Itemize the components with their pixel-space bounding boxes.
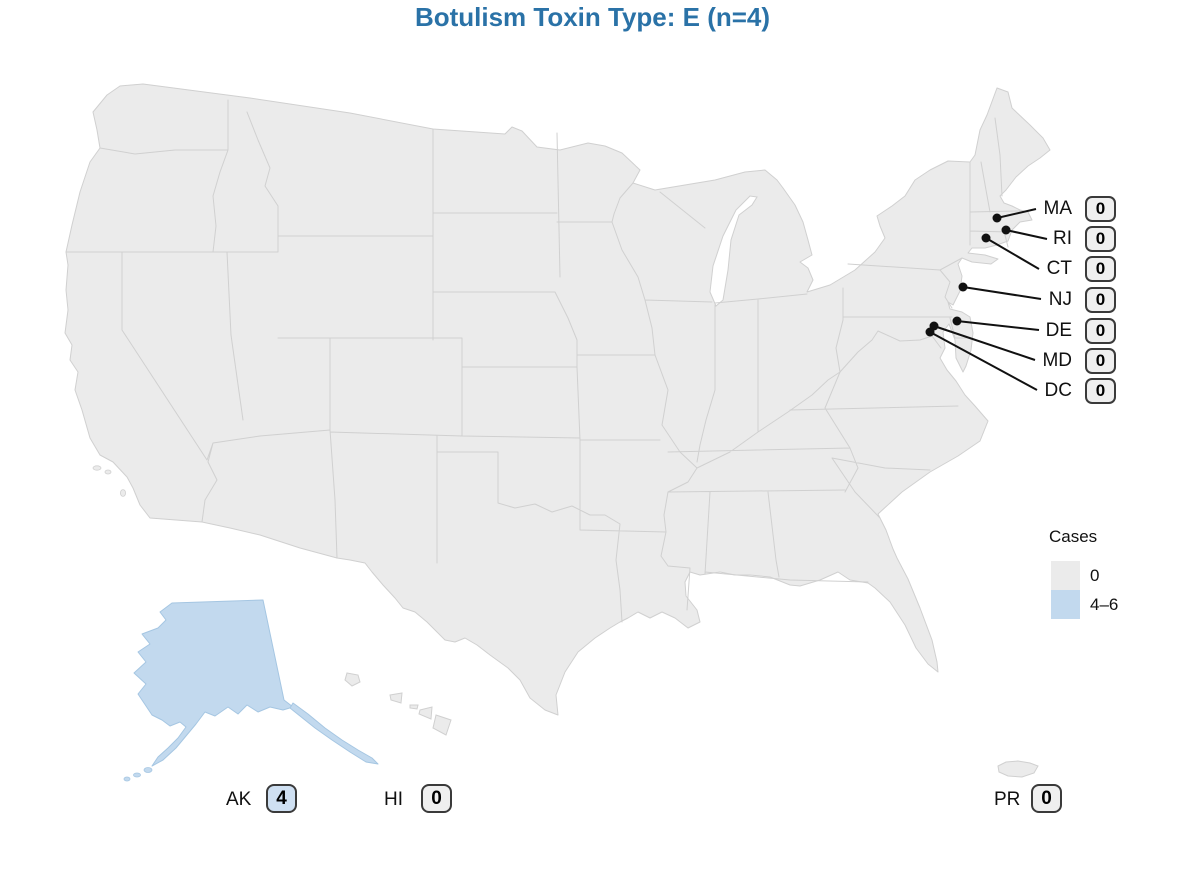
alaska-panhandle-shape bbox=[289, 702, 379, 765]
inset-value-ak: 4 bbox=[276, 787, 287, 809]
callout-value-ct: 0 bbox=[1095, 259, 1106, 278]
callout-value-de: 0 bbox=[1095, 321, 1106, 340]
chart-title: Botulism Toxin Type: E (n=4) bbox=[414, 2, 771, 32]
dot-ma bbox=[992, 213, 1002, 223]
callout-label-ct: CT bbox=[1046, 258, 1072, 279]
hawaii-islands bbox=[344, 672, 452, 736]
callout-label-nj: NJ bbox=[1048, 289, 1072, 310]
inset-badge-ak: 4 bbox=[266, 784, 297, 813]
state-borders bbox=[65, 99, 1021, 623]
inset-label-hi: HI bbox=[384, 789, 403, 810]
callout-label-ma: MA bbox=[1043, 198, 1073, 219]
callout-badge-ri: 0 bbox=[1085, 226, 1116, 252]
callout-value-dc: 0 bbox=[1095, 381, 1106, 400]
callout-value-nj: 0 bbox=[1095, 290, 1106, 309]
legend-swatch-four-six bbox=[1051, 590, 1080, 619]
callout-badge-de: 0 bbox=[1085, 318, 1116, 344]
dot-ct bbox=[981, 233, 991, 243]
channel-islands bbox=[92, 465, 127, 497]
dot-nj bbox=[958, 282, 968, 292]
inset-label-pr: PR bbox=[994, 789, 1021, 810]
leader-line-de bbox=[956, 320, 1040, 331]
callout-badge-nj: 0 bbox=[1085, 287, 1116, 313]
legend-title: Cases bbox=[1049, 527, 1098, 546]
inset-badge-pr: 0 bbox=[1031, 784, 1062, 813]
leader-line-ma bbox=[996, 208, 1037, 219]
contiguous-us-shape bbox=[64, 83, 1051, 716]
legend-label-zero: 0 bbox=[1090, 566, 1100, 585]
leader-line-nj bbox=[962, 286, 1042, 300]
leader-line-dc bbox=[929, 331, 1038, 391]
callout-badge-ma: 0 bbox=[1085, 196, 1116, 222]
leader-line-md bbox=[933, 325, 1036, 361]
callout-value-ma: 0 bbox=[1095, 199, 1106, 218]
inset-badge-hi: 0 bbox=[421, 784, 452, 813]
callout-label-md: MD bbox=[1042, 350, 1072, 371]
lake-michigan-shape bbox=[709, 195, 758, 307]
dot-dc bbox=[925, 327, 935, 337]
aleutian-islands bbox=[123, 767, 153, 782]
leader-line-ri bbox=[1005, 229, 1048, 240]
callout-badge-ct: 0 bbox=[1085, 256, 1116, 282]
puerto-rico-shape bbox=[997, 760, 1039, 778]
callout-label-ri: RI bbox=[1053, 228, 1072, 249]
callout-value-md: 0 bbox=[1095, 351, 1106, 370]
alaska-shape bbox=[133, 599, 294, 767]
callout-value-ri: 0 bbox=[1095, 229, 1106, 248]
callout-badge-md: 0 bbox=[1085, 348, 1116, 374]
dot-de bbox=[952, 316, 962, 326]
callout-badge-dc: 0 bbox=[1085, 378, 1116, 404]
dot-ri bbox=[1001, 225, 1011, 235]
callout-label-de: DE bbox=[1045, 320, 1072, 341]
callout-label-dc: DC bbox=[1044, 380, 1072, 401]
callout-leader-lines bbox=[929, 208, 1048, 391]
inset-value-hi: 0 bbox=[431, 787, 442, 809]
inset-label-ak: AK bbox=[226, 789, 252, 810]
legend-swatch-zero bbox=[1051, 561, 1080, 590]
leader-line-ct bbox=[985, 237, 1040, 270]
callout-dots bbox=[925, 213, 1011, 337]
legend-label-four-six: 4–6 bbox=[1090, 595, 1119, 614]
inset-value-pr: 0 bbox=[1041, 787, 1052, 809]
